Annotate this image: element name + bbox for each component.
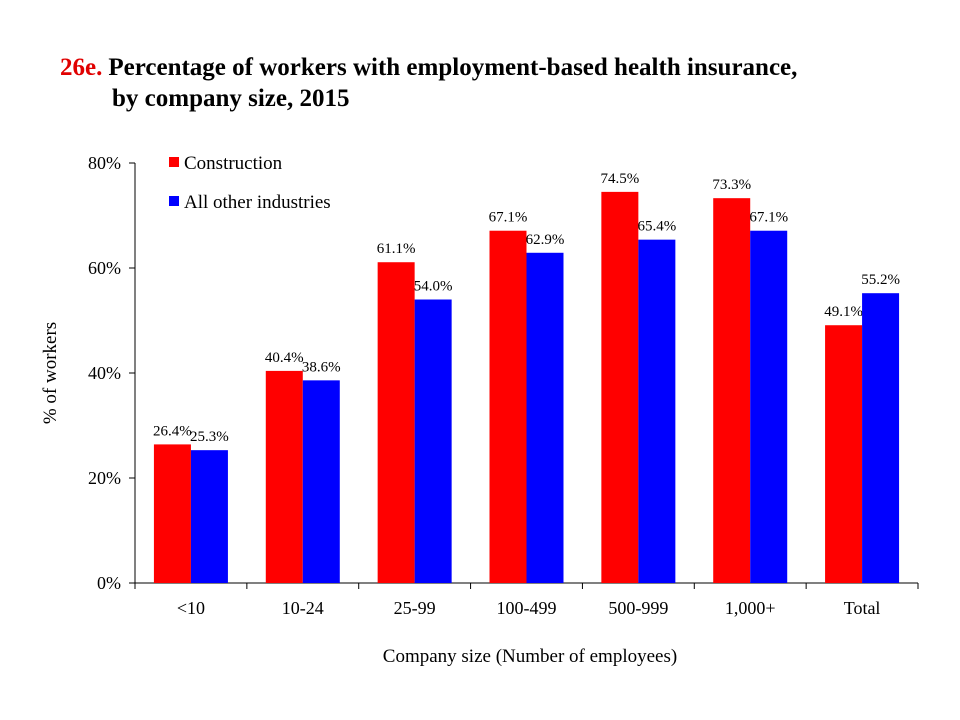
bar-other-industries (190, 450, 228, 583)
data-label: 26.4% (153, 423, 192, 439)
legend-swatch (169, 157, 179, 167)
bar-other-industries (862, 293, 900, 583)
x-tick-label: 100-499 (497, 598, 557, 618)
data-label: 67.1% (489, 210, 528, 226)
data-label: 74.5% (600, 171, 639, 187)
legend-label: All other industries (184, 192, 331, 213)
bar-construction (377, 262, 415, 583)
legend-swatch (169, 196, 179, 206)
data-label: 61.1% (377, 241, 416, 257)
y-axis-title: % of workers (40, 322, 61, 424)
bar-construction (825, 325, 863, 583)
x-tick-label: <10 (177, 598, 205, 618)
data-label: 67.1% (749, 210, 788, 226)
bar-other-industries (302, 380, 340, 583)
y-tick-label: 40% (88, 363, 121, 383)
data-label: 38.6% (302, 359, 341, 375)
chart-title-line2: by company size, 2015 (112, 85, 350, 112)
chart-title: 26e. Percentage of workers with employmen… (60, 52, 920, 114)
bar-construction (153, 444, 191, 583)
x-tick-label: 25-99 (394, 598, 436, 618)
data-label: 54.0% (414, 279, 453, 295)
bar-other-industries (750, 230, 788, 583)
data-label: 55.2% (861, 272, 900, 288)
bar-construction (489, 230, 527, 583)
data-label: 25.3% (190, 429, 229, 445)
data-label: 62.9% (526, 232, 565, 248)
x-tick-label: 1,000+ (725, 598, 776, 618)
x-axis-title: Company size (Number of employees) (383, 646, 677, 667)
bar-other-industries (414, 299, 452, 583)
y-tick-label: 60% (88, 258, 121, 278)
bar-construction (713, 198, 751, 584)
legend-label: Construction (184, 153, 283, 174)
chart-title-line1: Percentage of workers with employment-ba… (108, 54, 798, 81)
bar-other-industries (526, 252, 564, 583)
y-tick-label: 0% (97, 573, 121, 593)
bar-construction (601, 191, 639, 583)
bar-construction (265, 370, 303, 583)
chart-number: 26e. (60, 54, 103, 81)
data-label: 65.4% (637, 219, 676, 235)
x-tick-label: 10-24 (282, 598, 324, 618)
y-tick-label: 80% (88, 153, 121, 173)
x-tick-label: Total (844, 598, 881, 618)
y-tick-label: 20% (88, 468, 121, 488)
data-label: 73.3% (712, 177, 751, 193)
bar-other-industries (638, 239, 676, 583)
x-tick-label: 500-999 (608, 598, 668, 618)
data-label: 40.4% (265, 350, 304, 366)
data-label: 49.1% (824, 304, 863, 320)
